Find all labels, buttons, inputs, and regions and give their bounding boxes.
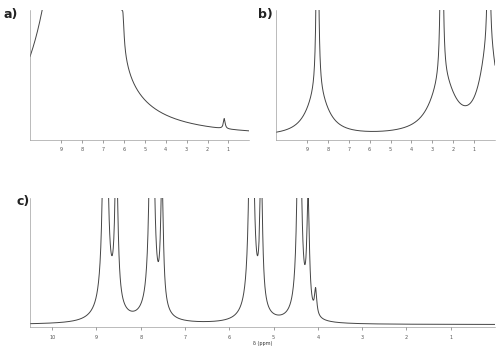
Text: a): a): [4, 8, 18, 21]
Text: b): b): [258, 8, 273, 21]
Text: c): c): [16, 195, 30, 208]
X-axis label: δ (ppm): δ (ppm): [253, 341, 272, 346]
